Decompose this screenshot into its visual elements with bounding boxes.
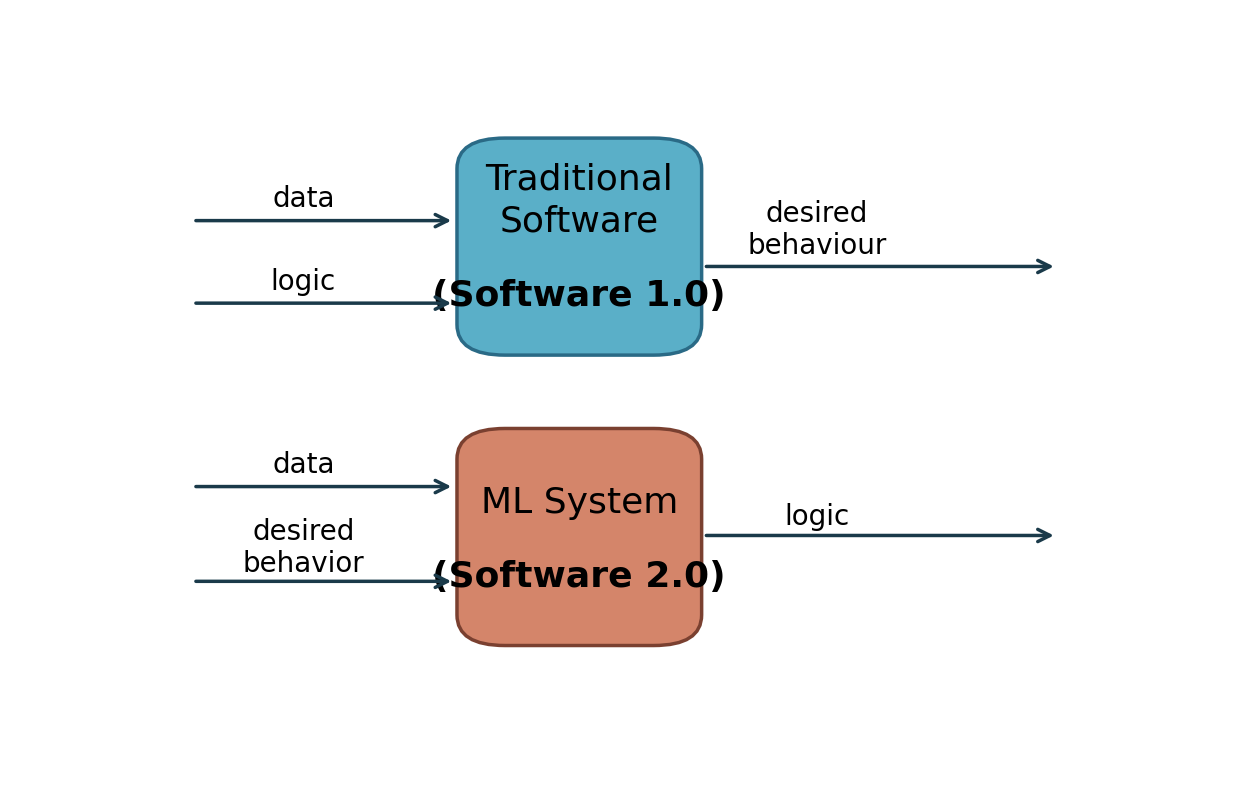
Text: Traditional
Software: Traditional Software (485, 163, 673, 239)
Text: desired
behavior: desired behavior (243, 518, 364, 578)
Text: (Software 2.0): (Software 2.0) (432, 560, 727, 594)
Text: (Software 1.0): (Software 1.0) (432, 279, 727, 313)
Text: logic: logic (784, 503, 849, 531)
Text: data: data (272, 451, 334, 479)
Text: ML System: ML System (480, 487, 678, 520)
Text: logic: logic (271, 268, 335, 295)
Text: data: data (272, 185, 334, 214)
Text: desired
behaviour: desired behaviour (747, 199, 886, 260)
FancyBboxPatch shape (457, 429, 702, 646)
FancyBboxPatch shape (457, 138, 702, 355)
